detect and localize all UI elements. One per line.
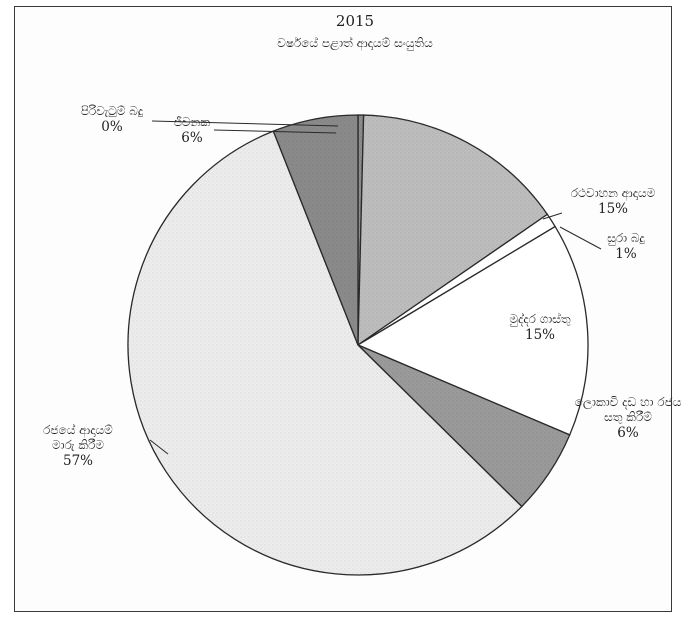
pie-slice-texture <box>273 115 358 345</box>
slice-label: මාරු කිරීම <box>52 438 104 452</box>
pie-slice <box>356 225 589 436</box>
slice-percent-label: 57% <box>63 453 93 469</box>
slice-percent-label: 15% <box>598 201 628 217</box>
slice-percent-label: 1% <box>615 246 637 262</box>
pie-slice-texture <box>128 131 522 575</box>
slice-percent-label: 15% <box>525 327 555 343</box>
slice-percent-label: 6% <box>181 130 203 146</box>
leader-line <box>149 439 169 455</box>
chart-subtitle: වර්ෂයේ පළාත් ආදායම් සංයුතිය <box>277 36 433 51</box>
slice-label: පිරිවැටුම් බදු <box>81 104 144 118</box>
leader-line <box>213 129 337 134</box>
leader-line <box>559 226 602 250</box>
slice-label: සතු කිරීම් <box>604 410 652 424</box>
slice-label: මුද්දර ගාස්තු <box>509 312 571 327</box>
pie-slice-texture <box>358 345 570 507</box>
slice-label: සුරා බදු <box>607 231 645 246</box>
slice-label: ජීවනක <box>174 115 210 129</box>
pie-slice-texture <box>358 115 548 345</box>
leader-line <box>151 120 339 127</box>
pie-slices <box>127 114 589 576</box>
slice-label: රථවාහන ආදායම <box>571 186 656 201</box>
slice-label: ලොකාවි දඩ හා රජය <box>575 395 682 410</box>
leader-lines <box>149 120 602 455</box>
leader-line <box>542 212 563 220</box>
chart-title: 2015 <box>336 12 374 30</box>
slice-label: රජයේ ආදායම් <box>43 423 113 438</box>
slice-percent-label: 6% <box>617 425 639 441</box>
slice-percent-label: 0% <box>101 119 123 135</box>
